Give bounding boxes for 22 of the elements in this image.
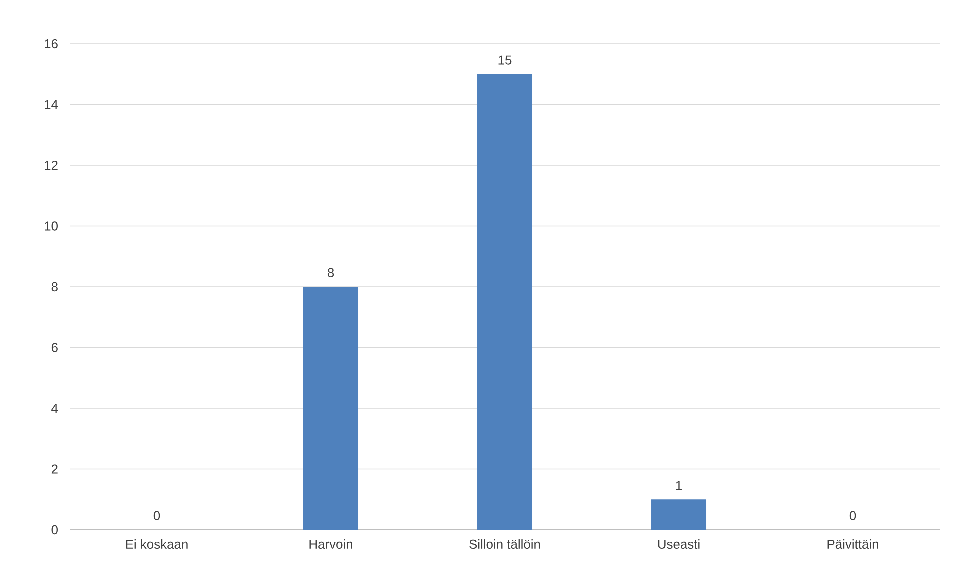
x-tick-label: Useasti — [658, 540, 700, 550]
data-label: 1 — [676, 481, 682, 490]
y-tick-label: 8 — [52, 282, 58, 292]
y-tick-label: 6 — [52, 343, 58, 352]
y-tick-label: 12 — [45, 160, 58, 170]
data-label: 8 — [328, 268, 334, 278]
y-tick-label: 0 — [52, 525, 58, 535]
data-label: 15 — [498, 56, 512, 65]
bar — [478, 74, 533, 530]
data-label: 0 — [850, 511, 856, 520]
bar — [652, 500, 707, 530]
y-tick-label: 16 — [45, 39, 58, 49]
x-tick-label: Päivittäin — [828, 540, 878, 550]
y-tick-label: 14 — [45, 100, 58, 110]
data-label: 0 — [154, 511, 160, 520]
x-tick-label: Silloin tällöin — [470, 540, 540, 550]
x-tick-label: Ei koskaan — [126, 540, 188, 550]
y-tick-label: 10 — [45, 222, 58, 231]
y-tick-label: 4 — [52, 404, 58, 413]
x-tick-label: Harvoin — [310, 540, 352, 550]
y-tick-label: 2 — [52, 464, 58, 474]
bar — [304, 286, 359, 530]
